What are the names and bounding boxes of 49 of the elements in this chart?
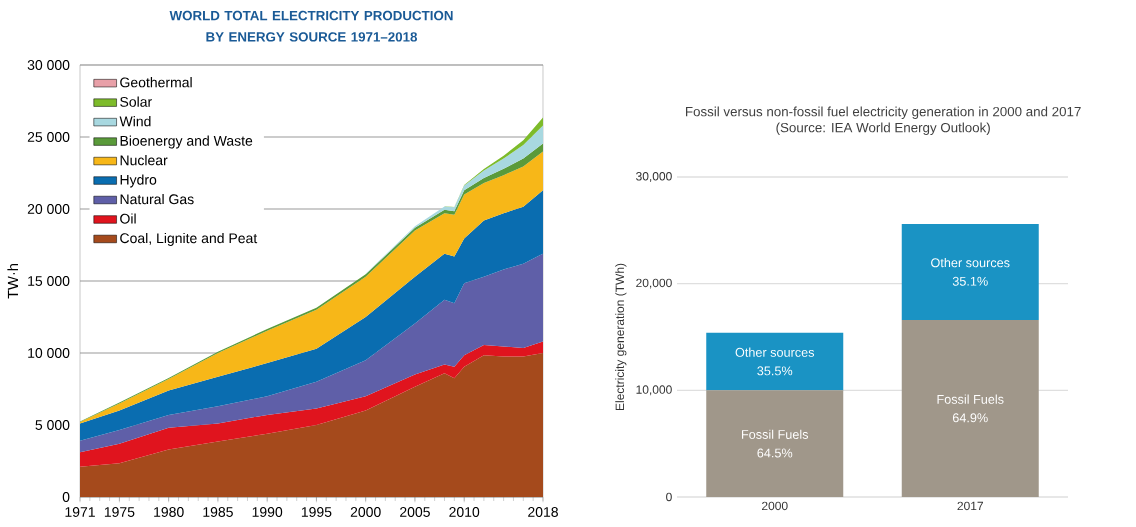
x-tick-label: 2005 — [400, 507, 430, 517]
chart-title: Fossil versus non-fossil fuel electricity generation in 2000 and 2017 — [686, 106, 1081, 119]
chart-title: WORLD TOTAL ELECTRICITY PRODUCTION BY ENERGY SOURCE 1971–2018 — [169, 10, 453, 42]
series-label: Other sources — [735, 347, 815, 357]
x-tick-label: 1980 — [154, 507, 184, 517]
bar — [706, 390, 844, 497]
legend-label: Hydro — [120, 174, 157, 188]
x-tick-label: 1975 — [104, 507, 135, 517]
text: Fossil Fuels — [937, 394, 1004, 404]
x-tick-label: 1985 — [203, 507, 233, 517]
bar — [901, 319, 1039, 497]
y-tick-label: 15 000 — [28, 276, 70, 286]
bar — [706, 332, 844, 391]
y-tick-label: 30,000 — [636, 172, 672, 182]
legend-label: Wind — [119, 116, 151, 127]
y-tick-label: 25 000 — [27, 132, 70, 142]
y-tick-label: 10 000 — [28, 348, 70, 358]
y-tick-label: 30 000 — [27, 60, 70, 70]
annotation: 35.5% — [757, 366, 793, 376]
x-tick-label: 2010 — [449, 507, 480, 517]
y-axis-title: TW·h — [7, 264, 18, 299]
y-tick-label: 10,000 — [636, 385, 672, 396]
y-tick-label: 20,000 — [636, 278, 672, 289]
y-tick-label: 0 — [62, 492, 70, 502]
x-tick-label: 2018 — [528, 507, 558, 517]
y-tick-label: 5 000 — [35, 420, 70, 430]
x-tick-label: 1971 — [65, 507, 95, 517]
x-tick-label: 2000 — [350, 507, 381, 517]
bar — [901, 223, 1039, 320]
chart-subtitle: (Source: IEA World Energy Outlook) — [776, 122, 990, 135]
legend-label: Coal, Lignite and Peat — [120, 232, 258, 246]
x-tick-label: 1990 — [252, 507, 283, 517]
annotation: 64.9% — [952, 413, 988, 423]
annotation: 64.5% — [757, 448, 793, 458]
y-axis-title: Electricity generation (TWh) — [615, 263, 627, 411]
legend-label: Natural Gas — [120, 193, 194, 205]
annotation: 35.1% — [952, 276, 988, 286]
legend-label: Oil — [120, 213, 136, 224]
legend-label: Geothermal — [120, 77, 192, 88]
series-label: Fossil Fuels — [742, 429, 809, 439]
y-tick-label: 0 — [666, 492, 672, 502]
legend-label: Solar — [120, 96, 152, 107]
legend-label: Bioenergy and Waste — [120, 135, 253, 149]
x-tick-label: 2000 — [762, 501, 788, 511]
x-tick-label: 1995 — [301, 507, 332, 517]
x-tick-label: 2017 — [957, 501, 983, 511]
text: Other sources — [931, 257, 1010, 268]
y-tick-label: 20 000 — [27, 204, 70, 214]
legend-label: Nuclear — [120, 154, 168, 166]
